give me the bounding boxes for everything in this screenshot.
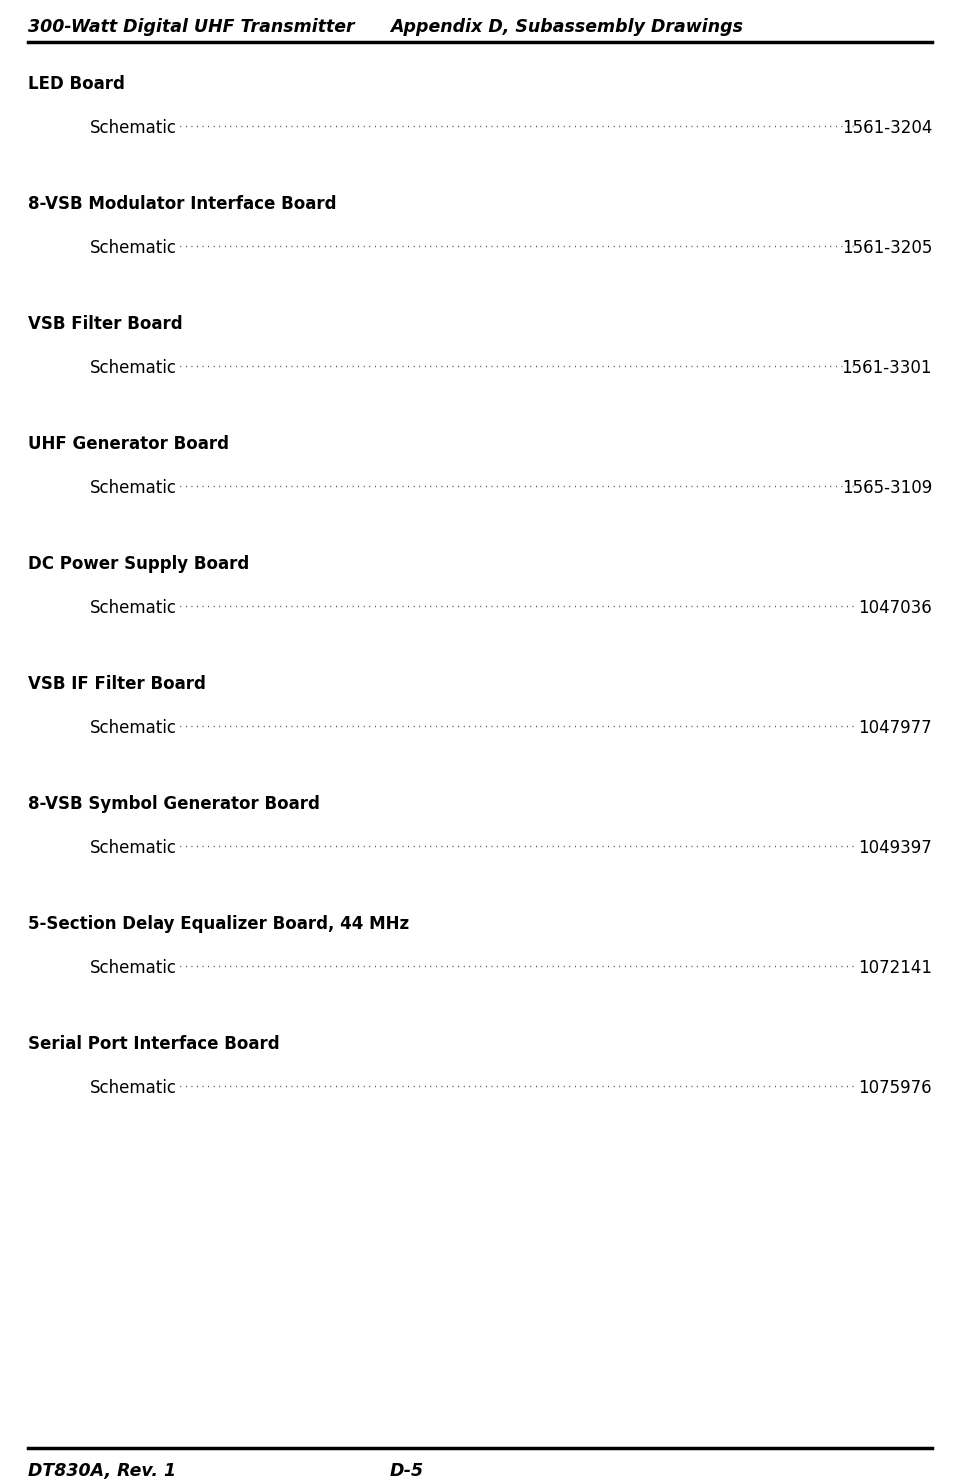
Text: 1075976: 1075976: [858, 1079, 932, 1097]
Text: VSB Filter Board: VSB Filter Board: [28, 315, 182, 333]
Text: 1561-3205: 1561-3205: [842, 238, 932, 258]
Text: Appendix D, Subassembly Drawings: Appendix D, Subassembly Drawings: [390, 18, 743, 36]
Text: Schematic: Schematic: [90, 599, 177, 617]
Text: DT830A, Rev. 1: DT830A, Rev. 1: [28, 1462, 176, 1480]
Text: 8-VSB Modulator Interface Board: 8-VSB Modulator Interface Board: [28, 195, 337, 213]
Text: 1561-3204: 1561-3204: [842, 118, 932, 138]
Text: DC Power Supply Board: DC Power Supply Board: [28, 555, 250, 573]
Text: Schematic: Schematic: [90, 480, 177, 497]
Text: Serial Port Interface Board: Serial Port Interface Board: [28, 1035, 279, 1052]
Text: 1561-3301: 1561-3301: [842, 360, 932, 377]
Text: 1072141: 1072141: [858, 959, 932, 977]
Text: Schematic: Schematic: [90, 959, 177, 977]
Text: UHF Generator Board: UHF Generator Board: [28, 435, 229, 453]
Text: 1047977: 1047977: [858, 719, 932, 737]
Text: Schematic: Schematic: [90, 360, 177, 377]
Text: 5-Section Delay Equalizer Board, 44 MHz: 5-Section Delay Equalizer Board, 44 MHz: [28, 915, 409, 932]
Text: Schematic: Schematic: [90, 1079, 177, 1097]
Text: VSB IF Filter Board: VSB IF Filter Board: [28, 675, 205, 693]
Text: Schematic: Schematic: [90, 839, 177, 857]
Text: Schematic: Schematic: [90, 238, 177, 258]
Text: Schematic: Schematic: [90, 719, 177, 737]
Text: 300-Watt Digital UHF Transmitter: 300-Watt Digital UHF Transmitter: [28, 18, 354, 36]
Text: D-5: D-5: [390, 1462, 424, 1480]
Text: 8-VSB Symbol Generator Board: 8-VSB Symbol Generator Board: [28, 795, 320, 813]
Text: LED Board: LED Board: [28, 75, 125, 93]
Text: 1565-3109: 1565-3109: [842, 480, 932, 497]
Text: 1047036: 1047036: [858, 599, 932, 617]
Text: Schematic: Schematic: [90, 118, 177, 138]
Text: 1049397: 1049397: [858, 839, 932, 857]
